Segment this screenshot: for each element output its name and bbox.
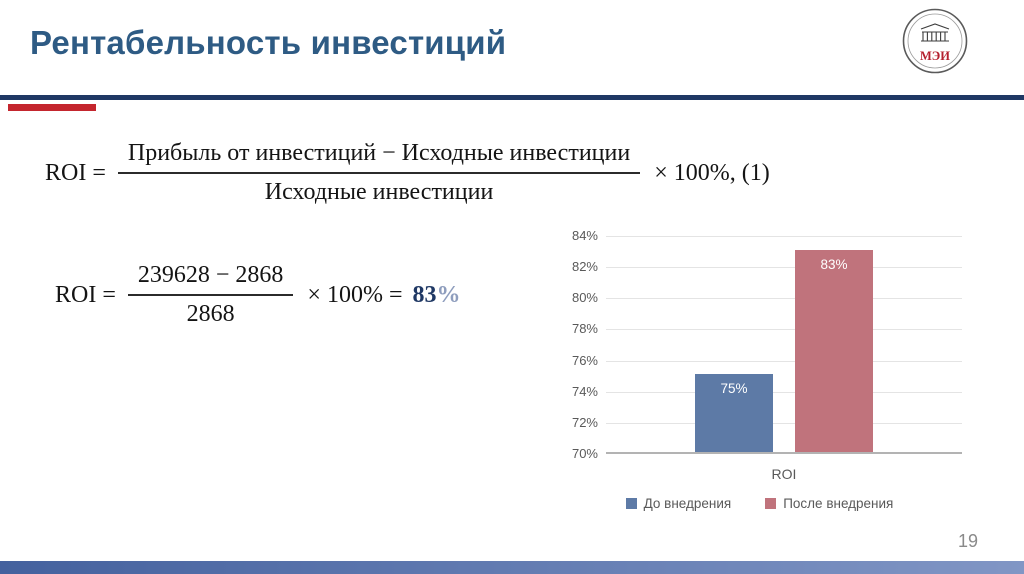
formula1-rhs: × 100%, (1)	[654, 159, 770, 186]
university-logo: МЭИ	[902, 8, 968, 74]
y-axis-tick-label: 74%	[571, 383, 598, 399]
y-axis-tick-label: 80%	[571, 290, 598, 306]
chart-bar: 75%	[695, 374, 773, 452]
roi-formula-calculation: ROI = 239628 − 2868 2868 × 100% = 83 %	[55, 262, 460, 328]
formula2-mid: × 100% =	[307, 281, 403, 308]
y-axis-tick-label: 72%	[571, 414, 598, 430]
roi-result-value: 83	[412, 281, 437, 308]
y-axis-tick-label: 76%	[571, 352, 598, 368]
legend-swatch-icon	[765, 498, 777, 509]
chart-x-axis-label: ROI	[771, 466, 797, 482]
logo-text: МЭИ	[920, 49, 950, 63]
formula1-denominator: Исходные инвестиции	[264, 179, 494, 205]
y-axis-tick-label: 70%	[571, 446, 598, 461]
roi-result-percent-sign: %	[436, 281, 461, 308]
header-divider-line	[0, 95, 1024, 100]
header-divider-accent	[8, 104, 96, 111]
gridline	[606, 236, 962, 237]
page-number: 19	[957, 531, 978, 551]
formula2-numerator: 239628 − 2868	[127, 262, 294, 296]
university-building-icon	[920, 23, 950, 42]
chart-bar: 83%	[795, 249, 873, 452]
gridline	[606, 267, 962, 269]
legend-label: До внедрения	[643, 496, 732, 511]
chart-plot-area: 75% 83%	[606, 236, 962, 454]
chart-legend: До внедрения После внедрения	[552, 496, 967, 511]
bar-data-label: 83%	[820, 256, 848, 272]
chart-y-axis: 84% 82% 80% 78% 76% 74% 72% 70%	[552, 228, 598, 461]
y-axis-tick-label: 78%	[571, 321, 598, 337]
legend-item: До внедрения	[625, 496, 732, 511]
footer-bar	[0, 561, 1024, 574]
formula2-denominator: 2868	[186, 301, 235, 327]
legend-label: После внедрения	[783, 496, 894, 511]
gridline	[606, 298, 962, 300]
y-axis-tick-label: 84%	[571, 228, 598, 243]
bar-data-label: 75%	[720, 381, 748, 397]
gridline	[606, 329, 962, 331]
formula1-numerator: Прибыль от инвестиций − Исходные инвести…	[117, 140, 641, 174]
legend-item: После внедрения	[765, 496, 893, 511]
formula1-fraction: Прибыль от инвестиций − Исходные инвести…	[117, 140, 641, 206]
gridline	[606, 360, 962, 362]
gridline	[606, 391, 962, 393]
y-axis-tick-label: 82%	[571, 259, 598, 275]
legend-swatch-icon	[625, 498, 637, 509]
formula2-fraction: 239628 − 2868 2868	[127, 262, 294, 328]
formula1-lhs: ROI =	[45, 159, 106, 186]
formula2-lhs: ROI =	[55, 281, 116, 308]
roi-formula-definition: ROI = Прибыль от инвестиций − Исходные и…	[45, 140, 770, 206]
slide-title: Рентабельность инвестиций	[30, 24, 507, 61]
gridline	[606, 422, 962, 424]
logo-inner-ring	[907, 13, 963, 69]
roi-bar-chart: 84% 82% 80% 78% 76% 74% 72% 70% 75% 83% ROI До в…	[552, 226, 967, 526]
